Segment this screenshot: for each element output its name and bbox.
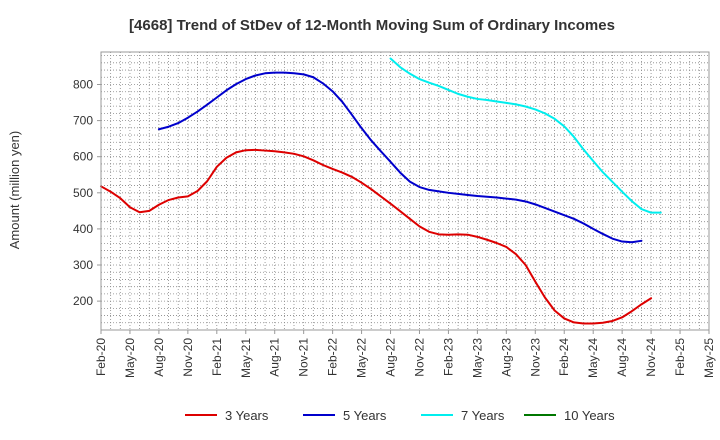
x-tick-label: Nov-20	[181, 338, 195, 377]
y-axis-label: Amount (million yen)	[7, 131, 22, 250]
x-tick-label: Feb-24	[557, 338, 571, 376]
legend-label: 5 Years	[343, 408, 387, 423]
x-tick-label: Aug-23	[499, 338, 513, 377]
y-tick-label: 500	[73, 186, 93, 200]
x-tick-label: Feb-22	[326, 338, 340, 376]
legend-label: 3 Years	[225, 408, 269, 423]
x-tick-label: Nov-22	[412, 338, 426, 377]
y-tick-label: 600	[73, 150, 93, 164]
y-ticks: 200 300 400 500 600 700 800	[73, 77, 101, 308]
x-tick-label: May-23	[470, 338, 484, 378]
y-tick-label: 800	[73, 77, 93, 91]
series-line-3-years	[100, 148, 653, 325]
x-tick-label: Nov-23	[528, 338, 542, 377]
x-tick-label: Feb-25	[673, 338, 687, 376]
series-line-7-years	[389, 57, 662, 214]
legend-label: 7 Years	[461, 408, 505, 423]
series-layer	[100, 57, 662, 325]
x-tick-label: May-21	[239, 338, 253, 378]
series-line-5-years	[157, 71, 643, 244]
x-tick-label: May-25	[702, 338, 716, 378]
y-tick-label: 200	[73, 294, 93, 308]
x-tick-label: Aug-24	[615, 338, 629, 377]
x-tick-label: Feb-21	[210, 338, 224, 376]
chart-title: [4668] Trend of StDev of 12-Month Moving…	[129, 17, 615, 34]
x-tick-label: Nov-21	[297, 338, 311, 377]
y-tick-label: 700	[73, 114, 93, 128]
x-tick-label: May-22	[355, 338, 369, 378]
x-ticks: Feb-20 May-20 Aug-20 Nov-20 Feb-21 May-21 Aug-…	[94, 330, 716, 378]
y-tick-label: 300	[73, 258, 93, 272]
x-tick-label: Feb-23	[441, 338, 455, 376]
y-tick-label: 400	[73, 222, 93, 236]
plot-area-border	[100, 51, 710, 331]
grid	[101, 52, 709, 330]
x-tick-label: May-24	[586, 338, 600, 378]
legend-label: 10 Years	[564, 408, 615, 423]
x-tick-label: Nov-24	[644, 338, 658, 377]
x-tick-label: Aug-21	[268, 338, 282, 377]
x-tick-label: Aug-22	[384, 338, 398, 377]
x-tick-label: Aug-20	[152, 338, 166, 377]
x-tick-label: Feb-20	[94, 338, 108, 376]
x-tick-label: May-20	[123, 338, 137, 378]
legend: 3 Years 5 Years 7 Years 10 Years	[185, 408, 615, 423]
